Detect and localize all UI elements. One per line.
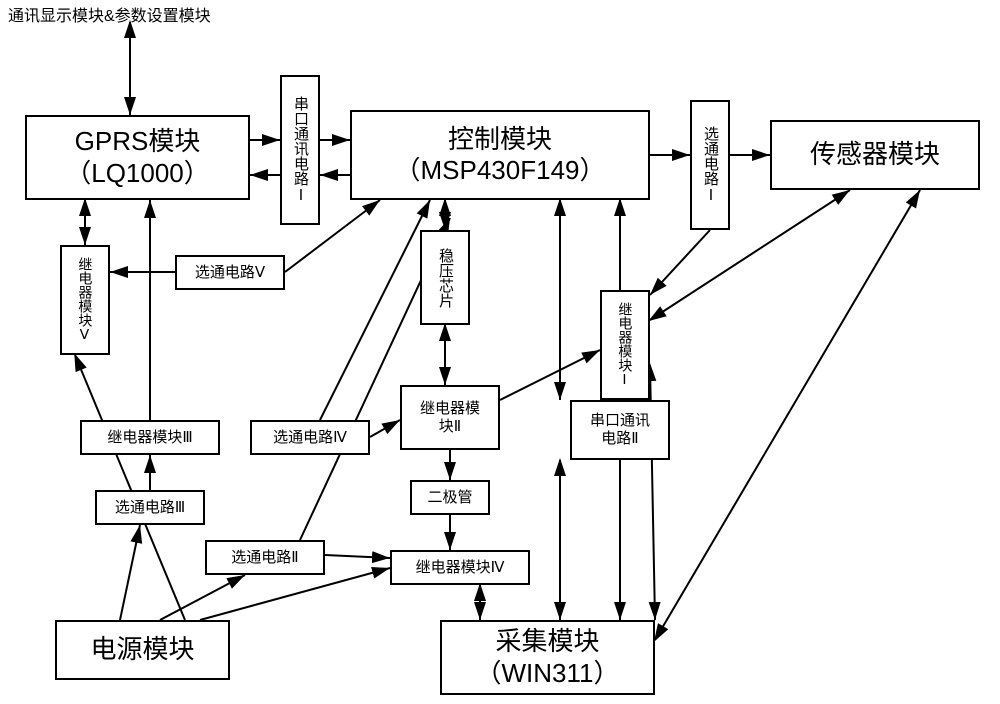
node-vreg: 稳压芯片 <box>420 230 470 325</box>
node-gate5: 选通电路Ⅴ <box>175 255 285 290</box>
node-label-serial2: 串口通讯 电路Ⅱ <box>590 412 650 448</box>
node-label-control: 控制模块 （MSP430F149） <box>395 124 606 186</box>
node-relay4: 继电器模块Ⅳ <box>390 550 530 585</box>
node-label-vreg: 稳压芯片 <box>436 248 454 308</box>
edges-layer <box>0 0 1000 704</box>
node-relay3: 继电器模块Ⅲ <box>80 420 220 455</box>
node-gprs: GPRS模块 （LQ1000） <box>25 115 250 200</box>
node-label-serial1: 串口通讯电路Ⅰ <box>291 96 309 204</box>
node-control: 控制模块 （MSP430F149） <box>350 110 650 200</box>
node-power: 电源模块 <box>55 620 230 680</box>
diagram-canvas: 通讯显示模块&参数设置模块 GPRS模块 （LQ1000） 串口通讯电路Ⅰ 控制模块… <box>0 0 1000 704</box>
node-label-gate1: 选通电路Ⅰ <box>701 126 719 204</box>
node-label-gate3: 选通电路Ⅲ <box>115 499 185 517</box>
node-diode: 二极管 <box>410 480 490 515</box>
node-label-relay1: 继电器模块Ⅰ <box>617 302 634 388</box>
node-gate4: 选通电路Ⅳ <box>250 420 370 455</box>
node-relay5: 继电器模块Ⅴ <box>60 245 110 355</box>
node-label-relay3: 继电器模块Ⅲ <box>107 429 192 447</box>
node-relay2: 继电器模 块Ⅱ <box>400 385 500 450</box>
top-note-label: 通讯显示模块&参数设置模块 <box>8 2 211 26</box>
node-serial1: 串口通讯电路Ⅰ <box>280 75 320 225</box>
node-label-gate4: 选通电路Ⅳ <box>273 429 347 447</box>
node-label-diode: 二极管 <box>427 489 472 507</box>
node-label-relay2: 继电器模 块Ⅱ <box>420 400 480 436</box>
node-label-power: 电源模块 <box>90 634 194 665</box>
node-sensor: 传感器模块 <box>770 120 980 190</box>
node-serial2: 串口通讯 电路Ⅱ <box>570 400 670 460</box>
node-label-acq: 采集模块 （WIN311） <box>476 626 620 688</box>
node-gate2: 选通电路Ⅱ <box>205 540 325 575</box>
node-acq: 采集模块 （WIN311） <box>440 620 655 695</box>
node-gate1: 选通电路Ⅰ <box>690 100 730 230</box>
node-relay1: 继电器模块Ⅰ <box>600 290 650 400</box>
node-label-gate5: 选通电路Ⅴ <box>195 264 265 282</box>
node-gate3: 选通电路Ⅲ <box>95 490 205 525</box>
node-label-gprs: GPRS模块 （LQ1000） <box>65 126 210 188</box>
node-label-gate2: 选通电路Ⅱ <box>231 549 298 567</box>
node-label-relay4: 继电器模块Ⅳ <box>416 559 505 577</box>
node-label-relay5: 继电器模块Ⅴ <box>77 257 94 343</box>
node-label-sensor: 传感器模块 <box>810 139 940 170</box>
